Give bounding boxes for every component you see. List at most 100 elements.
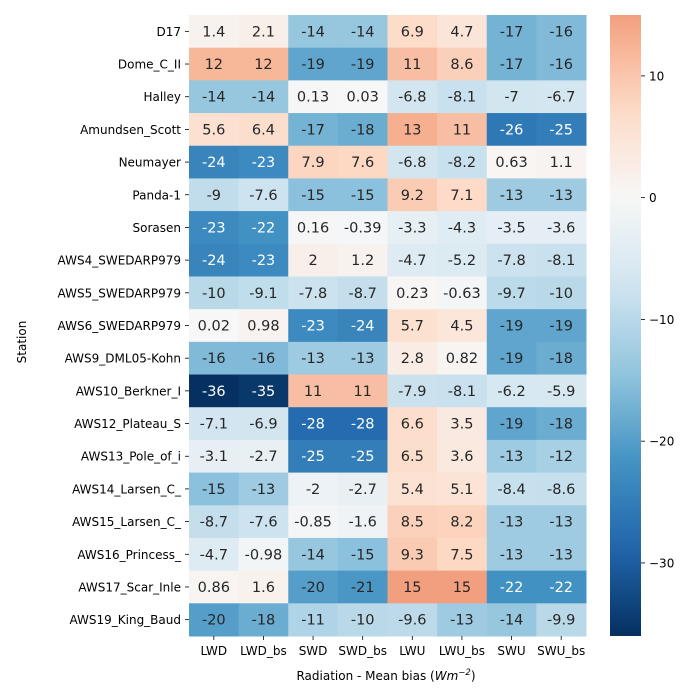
heatmap-cell-value: -19 [500, 319, 524, 335]
heatmap-cell [387, 145, 438, 179]
heatmap-cell [189, 276, 240, 310]
heatmap-cell [486, 439, 537, 474]
heatmap-cell [288, 407, 339, 441]
y-axis-ticks: D17 Dome_C_II Halley Amundsen_Scott Neumayer… [58, 25, 189, 627]
heatmap-cell [387, 15, 438, 49]
heatmap-cell [238, 439, 289, 474]
heatmap-cell [337, 309, 388, 343]
heatmap-cell [238, 603, 289, 637]
heatmap-cell-value: 5.4 [401, 482, 424, 498]
heatmap-cell [189, 243, 240, 277]
heatmap-cell-value: 3.6 [450, 449, 473, 465]
heatmap-cell [337, 15, 388, 49]
heatmap-cell [238, 15, 289, 49]
heatmap-cell-value: -7.8 [497, 253, 525, 269]
heatmap-cell [486, 472, 537, 506]
heatmap-cell [189, 113, 240, 147]
heatmap-cell-value: -7.6 [249, 515, 277, 531]
heatmap-cell [387, 570, 438, 604]
heatmap-cell [536, 15, 587, 49]
heatmap-cell [238, 113, 289, 147]
heatmap-cells [189, 15, 587, 637]
heatmap-cell [387, 309, 438, 343]
heatmap-cell-value: -26 [500, 122, 524, 138]
heatmap-cell [238, 243, 289, 277]
heatmap-cell [238, 276, 289, 310]
heatmap-cell [387, 178, 438, 212]
heatmap-cell [437, 178, 488, 212]
heatmap-cell-value: -13 [549, 515, 573, 531]
heatmap-cell [437, 341, 488, 376]
heatmap-cell [189, 603, 240, 637]
heatmap-cell-value: -19 [500, 417, 524, 433]
heatmap-cell [536, 570, 587, 604]
heatmap-cell-value: 13 [403, 122, 421, 138]
heatmap-cell-value: -13 [301, 351, 325, 367]
heatmap-cell-value: -24 [202, 253, 226, 269]
heatmap-cell [238, 309, 289, 343]
heatmap-cell-value: -28 [301, 417, 325, 433]
heatmap-cell-value: -8.1 [547, 253, 575, 269]
heatmap-cell-value: -19 [301, 57, 325, 73]
heatmap-cell-labels: 1.4 2.1 -14 -14 6.9 4.7 -17 -16 12 12 -19 -19 11 8.6 -… [198, 24, 576, 628]
heatmap-cell-value: -14 [252, 90, 276, 106]
heatmap-cell [536, 47, 587, 81]
y-tick-label: AWS13_Pole_of_i [81, 450, 181, 464]
heatmap-cell-value: -7.6 [249, 188, 277, 204]
heatmap-cell-value: 0.02 [198, 319, 230, 335]
heatmap-cell [536, 309, 587, 343]
heatmap-cell [288, 15, 339, 49]
y-tick-label: AWS16_Princess_ [77, 548, 182, 562]
x-tick-label: SWU_bs [537, 644, 585, 658]
heatmap-cell [437, 80, 488, 114]
heatmap-cell [337, 603, 388, 637]
heatmap-cell [189, 505, 240, 539]
heatmap-cell [387, 276, 438, 310]
x-tick-label: LWD_bs [240, 644, 287, 658]
heatmap-cell-value: -4.3 [448, 220, 476, 236]
heatmap-cell-value: 8.6 [450, 57, 473, 73]
heatmap-cell [238, 80, 289, 114]
heatmap-cell-value: -15 [202, 482, 226, 498]
heatmap-cell-value: -18 [252, 613, 276, 629]
heatmap-cell-value: 7.9 [302, 155, 325, 171]
heatmap-cell [189, 341, 240, 376]
heatmap-cell-value: -2.7 [349, 482, 377, 498]
heatmap-cell-value: -14 [351, 24, 375, 40]
heatmap-cell-value: -15 [301, 188, 325, 204]
colorbar-ticks: 10 0 −10 −20 −30 [641, 69, 674, 570]
heatmap-cell [337, 537, 388, 572]
heatmap-cell-value: 12 [205, 57, 223, 73]
heatmap-cell [437, 603, 488, 637]
x-tick-label: LWU_bs [439, 644, 485, 658]
heatmap-cell [486, 603, 537, 637]
heatmap-cell [536, 407, 587, 441]
heatmap-cell-value: -1.6 [349, 515, 377, 531]
heatmap-cell-value: 2.1 [252, 24, 275, 40]
heatmap-cell [337, 113, 388, 147]
x-axis-title: Radiation - Mean bias (Wm−2) [296, 668, 475, 683]
heatmap-cell [486, 211, 537, 245]
heatmap-cell [288, 374, 339, 408]
heatmap-cell-value: 7.1 [450, 188, 473, 204]
heatmap-cell-value: -10 [549, 286, 573, 302]
heatmap-cell [437, 537, 488, 572]
heatmap-cell [189, 570, 240, 604]
heatmap-cell-value: 12 [254, 57, 272, 73]
heatmap-cell [337, 276, 388, 310]
heatmap-cell [486, 374, 537, 408]
heatmap-cell-value: 6.9 [401, 24, 424, 40]
heatmap-cell [238, 374, 289, 408]
heatmap-cell [238, 537, 289, 572]
heatmap-cell [536, 178, 587, 212]
heatmap-cell-value: -20 [202, 613, 226, 629]
heatmap-cell-value: 0.16 [297, 220, 329, 236]
heatmap-cell [387, 374, 438, 408]
heatmap-cell-value: 4.7 [450, 24, 473, 40]
heatmap-cell-value: -13 [351, 351, 375, 367]
heatmap-cell [486, 505, 537, 539]
heatmap-cell-value: 0.23 [396, 286, 428, 302]
heatmap-cell-value: -8.2 [448, 155, 476, 171]
heatmap-cell-value: 11 [403, 57, 421, 73]
heatmap-cell-value: 9.2 [401, 188, 424, 204]
